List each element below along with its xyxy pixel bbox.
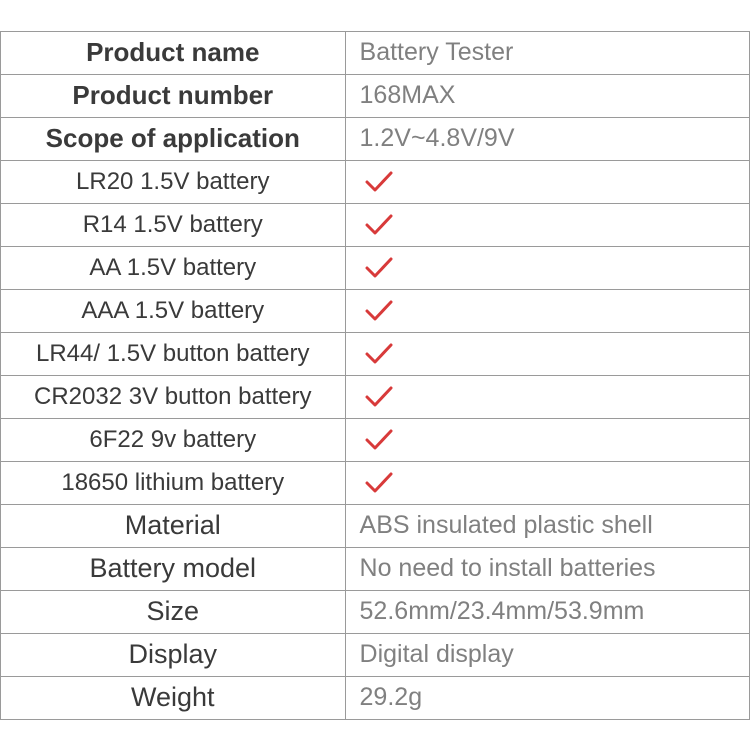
table-row: Size52.6mm/23.4mm/53.9mm	[1, 590, 750, 633]
spec-value	[345, 461, 749, 504]
table-row: LR20 1.5V battery	[1, 160, 750, 203]
spec-value: 52.6mm/23.4mm/53.9mm	[345, 590, 749, 633]
check-icon	[364, 427, 394, 453]
spec-table: Product nameBattery TesterProduct number…	[0, 31, 750, 720]
check-icon	[364, 341, 394, 367]
spec-label: AA 1.5V battery	[1, 246, 346, 289]
spec-value	[345, 375, 749, 418]
check-icon	[364, 169, 394, 195]
table-row: AAA 1.5V battery	[1, 289, 750, 332]
spec-label: CR2032 3V button battery	[1, 375, 346, 418]
check-icon	[364, 298, 394, 324]
table-row: Battery modelNo need to install batterie…	[1, 547, 750, 590]
spec-value	[345, 332, 749, 375]
table-row: AA 1.5V battery	[1, 246, 750, 289]
spec-label: Material	[1, 504, 346, 547]
table-row: R14 1.5V battery	[1, 203, 750, 246]
table-row: MaterialABS insulated plastic shell	[1, 504, 750, 547]
spec-label: LR20 1.5V battery	[1, 160, 346, 203]
spec-label: Product number	[1, 74, 346, 117]
spec-value: ABS insulated plastic shell	[345, 504, 749, 547]
spec-label: 18650 lithium battery	[1, 461, 346, 504]
spec-value	[345, 418, 749, 461]
spec-label: Size	[1, 590, 346, 633]
spec-label: Weight	[1, 676, 346, 719]
table-row: Product nameBattery Tester	[1, 31, 750, 74]
spec-value	[345, 160, 749, 203]
table-row: CR2032 3V button battery	[1, 375, 750, 418]
spec-label: AAA 1.5V battery	[1, 289, 346, 332]
check-icon	[364, 255, 394, 281]
spec-label: Scope of application	[1, 117, 346, 160]
check-icon	[364, 212, 394, 238]
spec-label: LR44/ 1.5V button battery	[1, 332, 346, 375]
table-row: DisplayDigital display	[1, 633, 750, 676]
table-row: Product number168MAX	[1, 74, 750, 117]
spec-value	[345, 289, 749, 332]
table-row: Scope of application1.2V~4.8V/9V	[1, 117, 750, 160]
spec-label: 6F22 9v battery	[1, 418, 346, 461]
spec-value	[345, 246, 749, 289]
spec-value: Digital display	[345, 633, 749, 676]
spec-value	[345, 203, 749, 246]
check-icon	[364, 470, 394, 496]
spec-value: 1.2V~4.8V/9V	[345, 117, 749, 160]
spec-table-wrap: Product nameBattery TesterProduct number…	[0, 31, 750, 720]
spec-value: No need to install batteries	[345, 547, 749, 590]
spec-value: Battery Tester	[345, 31, 749, 74]
table-row: LR44/ 1.5V button battery	[1, 332, 750, 375]
spec-value: 29.2g	[345, 676, 749, 719]
check-icon	[364, 384, 394, 410]
spec-label: Product name	[1, 31, 346, 74]
spec-label: Battery model	[1, 547, 346, 590]
table-row: 18650 lithium battery	[1, 461, 750, 504]
spec-label: R14 1.5V battery	[1, 203, 346, 246]
table-row: Weight29.2g	[1, 676, 750, 719]
table-row: 6F22 9v battery	[1, 418, 750, 461]
spec-label: Display	[1, 633, 346, 676]
spec-value: 168MAX	[345, 74, 749, 117]
